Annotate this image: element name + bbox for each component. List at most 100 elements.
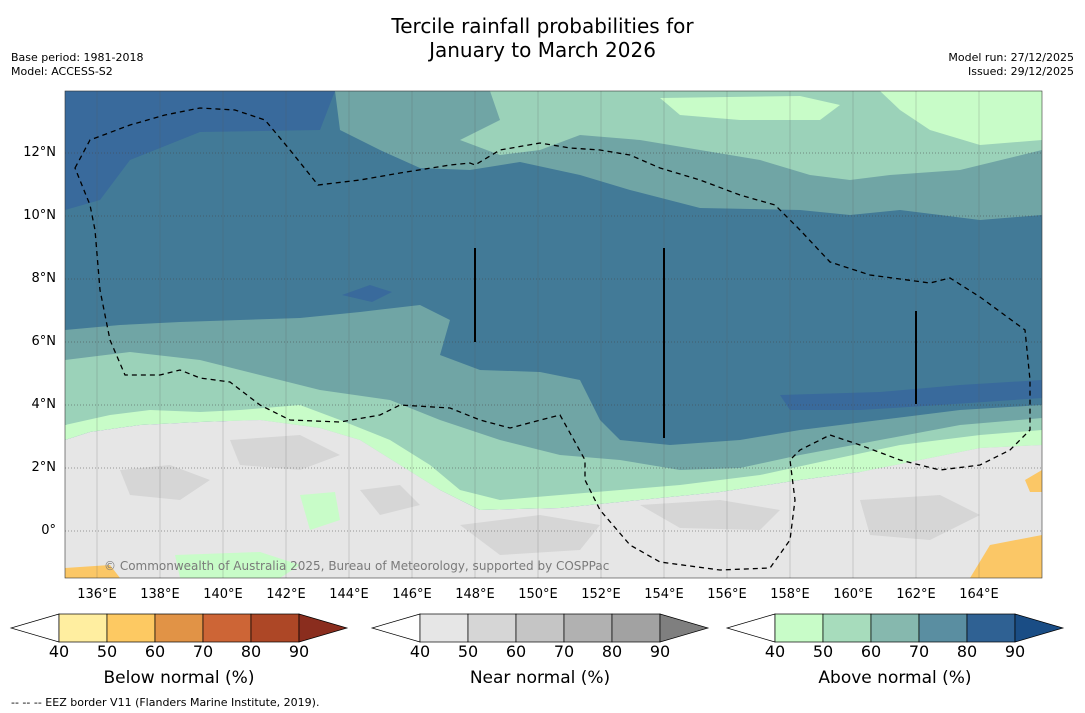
colorbar-tick: 50 <box>812 642 834 661</box>
region-above-55-top-center <box>660 96 840 120</box>
colorbar-tick: 90 <box>288 642 310 661</box>
lon-tick: 140°E <box>203 587 243 602</box>
region-below-45-bottom-left <box>65 565 120 578</box>
colorbar-near-low-arrow <box>370 613 421 643</box>
lon-tick: 138°E <box>140 587 180 602</box>
colorbar-near-high-arrow <box>659 613 710 643</box>
colorbar-title-near: Near normal (%) <box>469 668 611 688</box>
lat-tick: 0° <box>41 523 56 538</box>
colorbar-above-segment <box>870 613 920 643</box>
region-above-75-band <box>65 305 1042 480</box>
base-period: Base period: 1981-2018 <box>11 51 144 64</box>
region-above-95-small <box>342 285 392 302</box>
colorbar-tick: 60 <box>860 642 882 661</box>
region-above-65-top <box>460 91 1042 180</box>
meta-left: Base period: 1981-2018 Model: ACCESS-S2 <box>11 51 143 79</box>
region-near-55-f <box>860 495 980 540</box>
colorbar-below-segment <box>106 613 156 643</box>
colorbar-near-segment <box>611 613 661 643</box>
title-line-1: Tercile rainfall probabilities for <box>391 14 694 38</box>
colorbar-below-high-arrow <box>298 613 349 643</box>
map-frame <box>64 90 1043 579</box>
eez-footnote: -- -- -- EEZ border V11 (Flanders Marine… <box>11 696 320 709</box>
lon-tick: 146°E <box>392 587 432 602</box>
region-below-45-bottom-right <box>970 535 1042 578</box>
colorbar-above-segment <box>822 613 872 643</box>
lat-tick: 10°N <box>23 208 56 223</box>
model-run: Model run: 27/12/2025 <box>948 51 1074 64</box>
region-near-55-e <box>640 500 780 530</box>
colorbar-tick: 60 <box>505 642 527 661</box>
copyright-notice: © Commonwealth of Australia 2025, Bureau… <box>104 559 610 573</box>
chart-title: Tercile rainfall probabilities for Janua… <box>0 14 1085 62</box>
lon-tick: 152°E <box>581 587 621 602</box>
colorbar-near-segment <box>467 613 517 643</box>
lon-tick: 136°E <box>77 587 117 602</box>
colorbar-tick: 80 <box>956 642 978 661</box>
eez-border <box>74 107 1031 571</box>
lon-tick: 162°E <box>896 587 936 602</box>
colorbar-tick: 40 <box>764 642 786 661</box>
colorbar-group <box>9 613 1065 643</box>
lon-tick: 148°E <box>455 587 495 602</box>
gridlines <box>65 91 1042 578</box>
region-near-55-b <box>230 435 340 470</box>
map-field <box>65 91 1042 578</box>
colorbar-near-segment <box>563 613 613 643</box>
region-above-55-bottom <box>175 552 300 578</box>
colorbar-tick: 40 <box>409 642 431 661</box>
colorbar-tick: 70 <box>192 642 214 661</box>
lon-tick: 144°E <box>329 587 369 602</box>
colorbar-tick: 90 <box>649 642 671 661</box>
colorbar-tick: 80 <box>240 642 262 661</box>
region-near-55-c <box>360 485 420 515</box>
colorbar-tick: 50 <box>96 642 118 661</box>
colorbar-above-segment <box>966 613 1016 643</box>
title-line-2: January to March 2026 <box>429 38 656 62</box>
region-above-95-right <box>780 380 1042 410</box>
colorbar-title-above: Above normal (%) <box>818 668 972 688</box>
lon-tick: 156°E <box>707 587 747 602</box>
colorbar-below-segment <box>154 613 204 643</box>
colorbar-tick: 60 <box>144 642 166 661</box>
colorbar-near-segment <box>515 613 565 643</box>
lat-tick: 2°N <box>31 460 57 475</box>
colorbar-tick: 70 <box>553 642 575 661</box>
colorbar-below-segment <box>202 613 252 643</box>
colorbar-tick: 40 <box>48 642 70 661</box>
colorbar-tick: 70 <box>908 642 930 661</box>
colorbar-above-segment <box>774 613 824 643</box>
lon-tick: 158°E <box>770 587 810 602</box>
lon-tick: 142°E <box>266 587 306 602</box>
lon-tick: 160°E <box>833 587 873 602</box>
colorbar-above-low-arrow <box>725 613 776 643</box>
region-below-45-right <box>1025 470 1042 492</box>
region-above-55-band <box>65 405 1042 510</box>
region-above-55-patch <box>300 492 340 530</box>
lat-tick: 4°N <box>31 397 57 412</box>
region-above-65-band <box>65 352 1042 505</box>
lon-tick: 150°E <box>518 587 558 602</box>
lon-tick: 164°E <box>959 587 999 602</box>
region-near-55-d <box>460 515 600 555</box>
colorbar-below-segment <box>250 613 300 643</box>
colorbar-title-below: Below normal (%) <box>103 668 255 688</box>
lat-tick: 8°N <box>31 271 57 286</box>
lat-tick: 12°N <box>23 145 56 160</box>
lat-tick: 6°N <box>31 334 57 349</box>
colorbar-above-high-arrow <box>1014 613 1065 643</box>
lon-tick: 154°E <box>644 587 684 602</box>
colorbar-below-low-arrow <box>9 613 60 643</box>
meta-right: Model run: 27/12/2025 Issued: 29/12/2025 <box>948 51 1074 79</box>
region-above-95-top-left <box>65 91 335 210</box>
colorbar-below-segment <box>58 613 108 643</box>
colorbar-above-segment <box>918 613 968 643</box>
colorbar-tick: 50 <box>457 642 479 661</box>
region-near-55-a <box>120 465 210 500</box>
colorbar-tick: 80 <box>601 642 623 661</box>
issued-date: Issued: 29/12/2025 <box>967 65 1074 78</box>
colorbar-tick: 90 <box>1004 642 1026 661</box>
colorbar-near-segment <box>419 613 469 643</box>
region-above-55-top-right <box>880 91 1042 145</box>
